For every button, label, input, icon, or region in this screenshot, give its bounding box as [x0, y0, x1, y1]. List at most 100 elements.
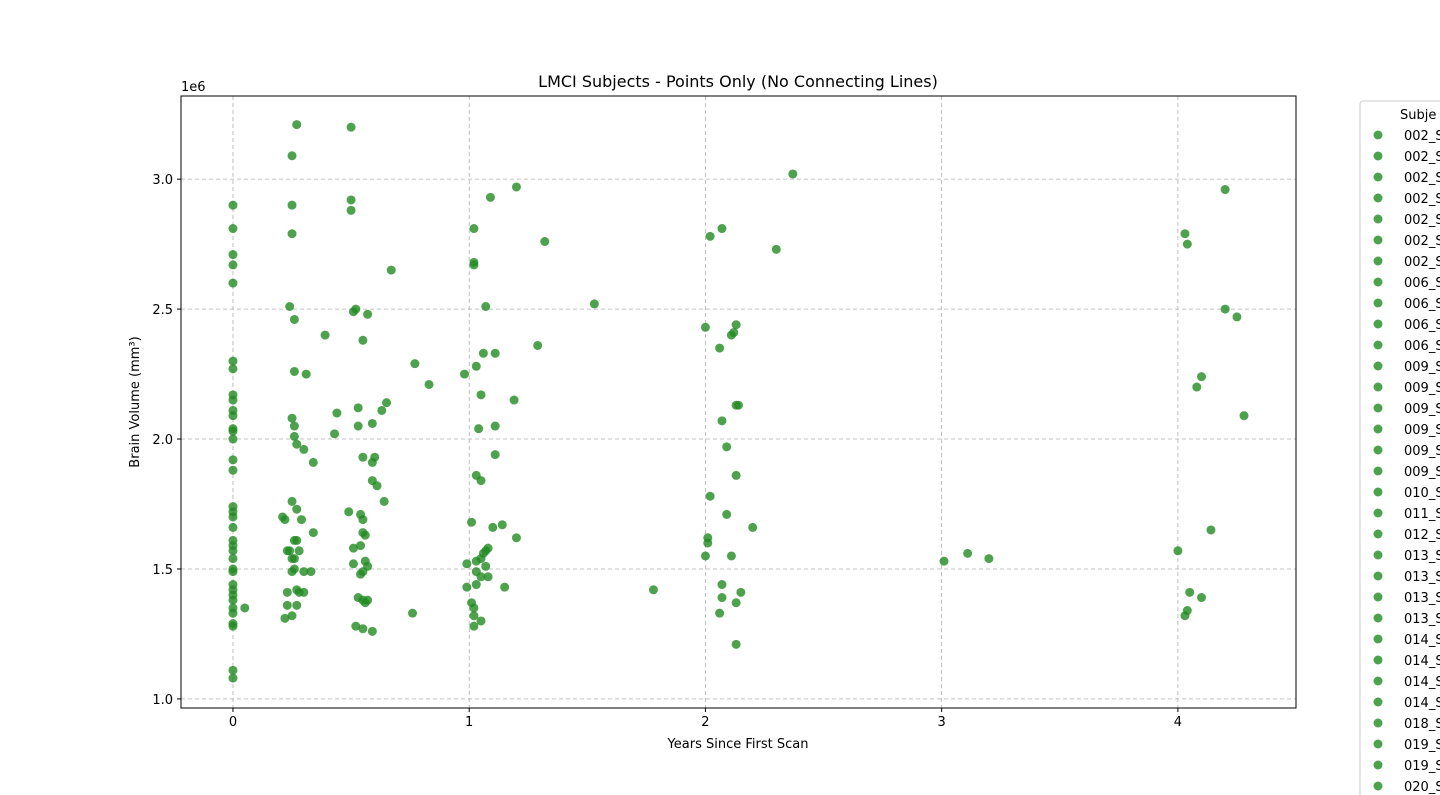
legend-marker — [1373, 613, 1383, 623]
legend-item: 019_S — [1373, 759, 1440, 774]
data-point — [308, 528, 318, 538]
data-point — [509, 395, 519, 405]
data-point — [500, 582, 510, 592]
data-point — [301, 369, 311, 379]
x-tick-label: 4 — [1174, 715, 1182, 730]
data-point — [734, 400, 743, 410]
legend-item: 006_S — [1373, 318, 1440, 333]
data-point — [471, 580, 481, 590]
legend-marker — [1373, 634, 1383, 644]
data-point — [228, 426, 238, 436]
legend-marker — [1373, 571, 1383, 581]
data-point — [386, 265, 396, 275]
data-point — [488, 522, 498, 532]
y-tick-label: 2.5 — [152, 303, 173, 318]
data-point — [736, 587, 746, 597]
data-point — [483, 572, 493, 582]
data-point — [228, 411, 238, 421]
data-point — [731, 598, 741, 608]
data-point — [299, 567, 309, 577]
data-point — [382, 398, 392, 408]
legend-marker — [1373, 319, 1383, 329]
data-point — [485, 192, 495, 202]
legend-item: 014_S — [1373, 654, 1440, 669]
data-point — [228, 665, 238, 675]
legend-marker — [1373, 718, 1383, 728]
legend-label: 010_S — [1404, 486, 1440, 501]
legend-label: 019_S — [1404, 759, 1440, 774]
data-point — [287, 200, 297, 210]
data-point — [1197, 372, 1207, 382]
data-point — [511, 182, 521, 192]
legend-item: 013_S — [1373, 549, 1440, 564]
data-point — [292, 535, 302, 545]
legend-label: 006_S — [1404, 276, 1440, 291]
data-point — [1220, 185, 1230, 195]
data-point — [589, 299, 599, 309]
legend-marker — [1373, 760, 1383, 770]
legend-label: 009_S — [1404, 423, 1440, 438]
data-point — [292, 504, 302, 514]
data-point — [348, 307, 358, 317]
plot-frame — [180, 95, 1297, 709]
legend-label: 009_S — [1404, 360, 1440, 375]
data-point — [490, 421, 500, 431]
data-point — [476, 476, 486, 486]
legend-item: 009_S — [1373, 360, 1440, 375]
legend: Subje 002_S002_S002_S002_S002_S002_S002_… — [1359, 100, 1440, 795]
data-point — [533, 340, 543, 350]
data-point — [469, 621, 479, 631]
data-point — [481, 561, 491, 571]
data-point — [228, 260, 238, 270]
legend-marker — [1373, 235, 1383, 245]
data-point — [296, 515, 306, 525]
legend-marker — [1373, 382, 1383, 392]
data-point — [1232, 312, 1242, 322]
data-point — [377, 405, 387, 415]
x-tick-label: 3 — [938, 715, 946, 730]
data-point — [228, 673, 238, 683]
data-point — [490, 450, 500, 460]
legend-marker — [1373, 655, 1383, 665]
legend-item: 010_S — [1373, 486, 1440, 501]
data-point — [462, 582, 472, 592]
data-point — [540, 237, 550, 247]
data-point — [358, 624, 368, 634]
data-point — [459, 369, 469, 379]
legend-marker — [1373, 403, 1383, 413]
data-point — [228, 455, 238, 465]
data-point — [1180, 611, 1190, 621]
legend-marker — [1373, 466, 1383, 476]
legend-label: 009_S — [1404, 465, 1440, 480]
legend-label: 002_S — [1404, 129, 1440, 144]
data-point — [469, 611, 479, 621]
legend-label: 014_S — [1404, 654, 1440, 669]
data-point — [963, 548, 973, 558]
legend-label: 002_S — [1404, 234, 1440, 249]
data-point — [285, 301, 295, 311]
data-point — [410, 359, 420, 369]
data-point — [289, 554, 299, 564]
data-point — [228, 567, 238, 577]
legend-item: 009_S — [1373, 444, 1440, 459]
data-point — [360, 598, 370, 608]
data-point — [363, 309, 373, 319]
legend-item: 014_S — [1373, 675, 1440, 690]
data-point — [358, 452, 368, 462]
data-point — [348, 543, 358, 553]
y-tick-label: 2.0 — [152, 433, 173, 448]
data-point — [306, 567, 316, 577]
legend-label: 020_S — [1404, 780, 1440, 795]
legend-marker — [1373, 592, 1383, 602]
legend-item: 006_S — [1373, 297, 1440, 312]
data-point — [228, 395, 238, 405]
data-point — [228, 465, 238, 475]
data-point — [467, 517, 477, 527]
y-tick-label: 3.0 — [152, 173, 173, 188]
data-point — [292, 600, 302, 610]
data-point — [228, 250, 238, 260]
data-point — [287, 151, 297, 161]
data-point — [717, 224, 727, 234]
data-point — [299, 444, 309, 454]
data-point — [308, 457, 318, 467]
